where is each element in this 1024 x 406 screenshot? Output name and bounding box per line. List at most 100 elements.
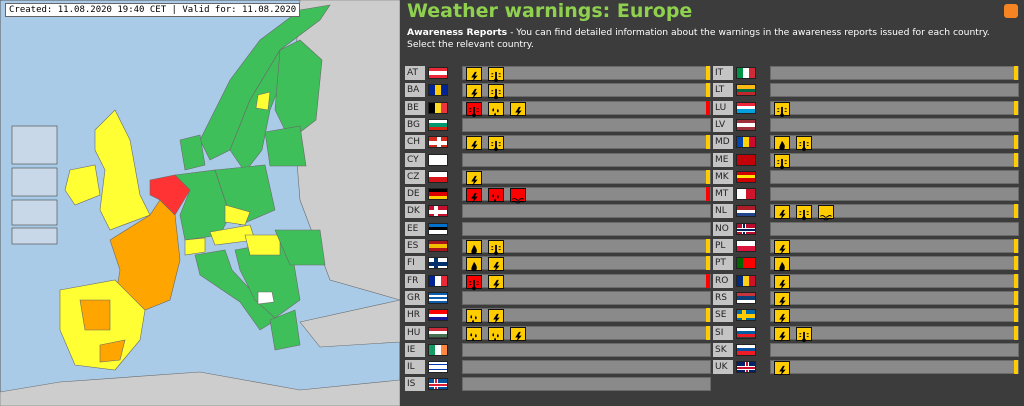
warning-icon[interactable] [774, 101, 790, 117]
warning-icon[interactable] [488, 67, 504, 83]
warning-icon[interactable] [466, 84, 482, 100]
country-row[interactable]: IT [713, 66, 1019, 80]
country-row[interactable]: RO [713, 273, 1019, 290]
warning-bar[interactable] [770, 135, 1019, 152]
country-code[interactable]: AT [405, 66, 425, 80]
country-row[interactable]: MD [713, 135, 1019, 152]
country-row[interactable]: AT [405, 66, 711, 83]
warning-icon[interactable] [488, 101, 504, 116]
warning-bar[interactable] [462, 342, 711, 357]
country-code[interactable]: DK [405, 204, 425, 219]
warning-bar[interactable] [770, 169, 1019, 184]
country-code[interactable]: SI [713, 325, 733, 340]
country-row[interactable]: DK [405, 204, 711, 219]
country-row[interactable]: LT [713, 83, 1019, 98]
warning-bar[interactable] [462, 377, 711, 392]
warning-bar[interactable] [462, 66, 711, 83]
country-code[interactable]: PT [713, 256, 733, 271]
warning-bar[interactable] [770, 239, 1019, 256]
warning-icon[interactable] [796, 326, 812, 342]
country-row[interactable]: BE [405, 100, 711, 117]
country-row[interactable]: RS [713, 290, 1019, 307]
country-row[interactable]: ME [713, 152, 1019, 169]
country-row[interactable]: BG [405, 117, 711, 132]
warning-bar[interactable] [770, 221, 1019, 236]
country-row[interactable]: DE [405, 187, 711, 204]
country-row[interactable]: LU [713, 100, 1019, 117]
country-code[interactable]: LV [713, 117, 733, 132]
warning-bar[interactable] [770, 100, 1019, 117]
country-code[interactable]: IL [405, 360, 425, 375]
warning-icon[interactable] [774, 309, 790, 325]
warning-icon[interactable] [488, 257, 504, 273]
country-code[interactable]: IS [405, 377, 425, 392]
country-row[interactable]: HR [405, 308, 711, 325]
country-code[interactable]: MD [713, 135, 733, 150]
country-code[interactable]: ME [713, 152, 733, 167]
country-row[interactable]: HU [405, 325, 711, 342]
country-code[interactable]: PL [713, 239, 733, 253]
warning-bar[interactable] [462, 187, 711, 204]
country-code[interactable]: LT [713, 83, 733, 98]
country-code[interactable]: NO [713, 221, 733, 236]
warning-bar[interactable] [770, 290, 1019, 307]
country-row[interactable]: CH [405, 135, 711, 152]
warning-bar[interactable] [462, 135, 711, 152]
warning-icon[interactable] [488, 136, 504, 152]
warning-icon[interactable] [466, 136, 482, 152]
country-code[interactable]: FR [405, 273, 425, 288]
rss-icon[interactable] [1004, 4, 1018, 18]
country-code[interactable]: HU [405, 325, 425, 340]
country-row[interactable]: ES [405, 239, 711, 256]
warning-icon[interactable] [774, 326, 790, 342]
country-code[interactable]: SE [713, 308, 733, 323]
country-row[interactable]: IE [405, 342, 711, 357]
country-code[interactable]: FI [405, 256, 425, 271]
warning-icon[interactable] [466, 274, 482, 290]
warning-bar[interactable] [462, 83, 711, 100]
warning-icon[interactable] [796, 136, 812, 152]
country-row[interactable]: SK [713, 342, 1019, 357]
country-code[interactable]: DE [405, 187, 425, 202]
warning-icon[interactable] [466, 240, 482, 255]
country-code[interactable]: LU [713, 100, 733, 115]
country-row[interactable]: CY [405, 152, 711, 167]
warning-bar[interactable] [770, 308, 1019, 325]
country-row[interactable]: UK [713, 360, 1019, 377]
warning-icon[interactable] [466, 67, 482, 83]
country-code[interactable]: GR [405, 290, 425, 305]
warning-icon[interactable] [466, 101, 482, 117]
warning-icon[interactable] [774, 274, 790, 290]
warning-bar[interactable] [462, 273, 711, 290]
warning-bar[interactable] [462, 204, 711, 219]
warning-bar[interactable] [770, 204, 1019, 221]
warning-bar[interactable] [462, 290, 711, 305]
country-row[interactable]: NO [713, 221, 1019, 236]
warning-bar[interactable] [462, 221, 711, 236]
country-code[interactable]: MT [713, 187, 733, 202]
warning-bar[interactable] [462, 308, 711, 325]
country-row[interactable]: CZ [405, 169, 711, 186]
country-row[interactable]: PT [713, 256, 1019, 272]
warning-icon[interactable] [774, 257, 790, 272]
warning-bar[interactable] [770, 342, 1019, 357]
warning-icon[interactable] [488, 84, 504, 100]
country-code[interactable]: NL [713, 204, 733, 219]
country-row[interactable]: SE [713, 308, 1019, 325]
warning-icon[interactable] [466, 188, 482, 204]
country-code[interactable]: IT [713, 66, 733, 80]
country-code[interactable]: RS [713, 290, 733, 305]
country-row[interactable]: GR [405, 290, 711, 305]
country-code[interactable]: MK [713, 169, 733, 184]
country-row[interactable]: FR [405, 273, 711, 290]
warning-bar[interactable] [770, 83, 1019, 98]
country-row[interactable]: IS [405, 377, 711, 392]
warning-bar[interactable] [462, 325, 711, 342]
warning-icon[interactable] [510, 326, 526, 342]
warning-bar[interactable] [462, 117, 711, 132]
country-row[interactable]: LV [713, 117, 1019, 132]
warning-bar[interactable] [462, 169, 711, 186]
country-row[interactable]: PL [713, 239, 1019, 256]
warning-icon[interactable] [488, 274, 504, 290]
warning-icon[interactable] [466, 257, 482, 272]
